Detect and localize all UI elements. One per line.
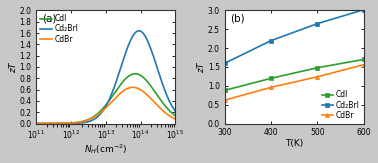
CdBr bbox=[173, 118, 178, 120]
CdI bbox=[361, 59, 366, 60]
Text: (a): (a) bbox=[42, 14, 56, 24]
Legend: CdI, Cd₂BrI, CdBr: CdI, Cd₂BrI, CdBr bbox=[320, 89, 361, 121]
CdI bbox=[144, 79, 148, 81]
Cd₂BrI bbox=[223, 62, 227, 64]
CdBr bbox=[102, 109, 106, 111]
CdBr bbox=[361, 64, 366, 66]
Cd₂BrI bbox=[137, 30, 141, 32]
Line: Cd₂BrI: Cd₂BrI bbox=[36, 31, 175, 124]
CdBr bbox=[223, 99, 227, 101]
Line: CdBr: CdBr bbox=[36, 87, 175, 124]
CdBr bbox=[169, 116, 174, 118]
CdI bbox=[223, 89, 227, 91]
CdI bbox=[315, 67, 320, 69]
CdI bbox=[173, 115, 178, 117]
Line: CdBr: CdBr bbox=[223, 63, 366, 102]
Cd₂BrI bbox=[41, 123, 46, 125]
Cd₂BrI bbox=[361, 9, 366, 11]
Cd₂BrI bbox=[169, 104, 174, 106]
Cd₂BrI bbox=[98, 113, 102, 115]
CdBr bbox=[41, 123, 46, 125]
Cd₂BrI bbox=[269, 40, 273, 42]
X-axis label: $N_H$(cm$^{-2}$): $N_H$(cm$^{-2}$) bbox=[84, 142, 127, 156]
CdBr bbox=[315, 76, 320, 78]
Cd₂BrI bbox=[315, 23, 320, 25]
Legend: CdI, Cd₂BrI, CdBr: CdI, Cd₂BrI, CdBr bbox=[39, 13, 80, 45]
Line: Cd₂BrI: Cd₂BrI bbox=[223, 8, 366, 65]
Y-axis label: $zT$: $zT$ bbox=[7, 61, 18, 73]
Line: CdI: CdI bbox=[36, 74, 175, 124]
CdI bbox=[41, 123, 46, 125]
CdI bbox=[269, 77, 273, 79]
CdI bbox=[98, 110, 102, 112]
CdBr bbox=[144, 93, 148, 95]
Cd₂BrI bbox=[34, 123, 39, 125]
CdBr bbox=[98, 112, 102, 114]
Line: CdI: CdI bbox=[223, 57, 366, 92]
X-axis label: T(K): T(K) bbox=[285, 139, 304, 148]
CdI bbox=[34, 123, 39, 125]
Text: (b): (b) bbox=[230, 14, 245, 24]
CdBr bbox=[269, 86, 273, 88]
Cd₂BrI bbox=[144, 36, 148, 38]
Y-axis label: $zT$: $zT$ bbox=[195, 61, 206, 73]
Cd₂BrI bbox=[173, 110, 178, 112]
CdI bbox=[133, 73, 138, 75]
Cd₂BrI bbox=[169, 104, 174, 106]
CdI bbox=[102, 106, 106, 108]
CdI bbox=[169, 111, 174, 113]
CdI bbox=[169, 111, 174, 113]
CdBr bbox=[34, 123, 39, 125]
CdBr bbox=[169, 116, 174, 118]
CdBr bbox=[130, 86, 135, 88]
Cd₂BrI bbox=[102, 108, 106, 110]
